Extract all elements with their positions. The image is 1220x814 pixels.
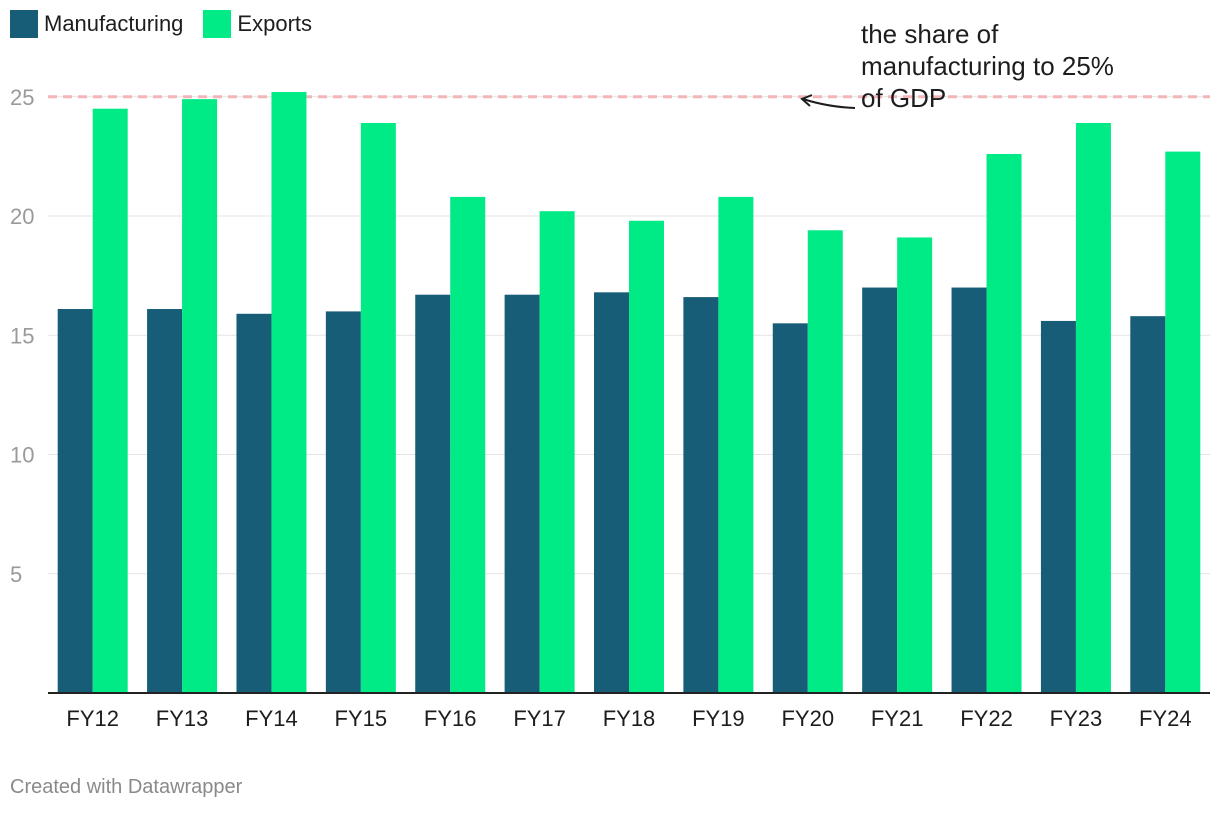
bar-manufacturing [415, 294, 451, 693]
bar-manufacturing [772, 323, 808, 693]
legend-item-exports: Exports [203, 10, 312, 38]
x-tick-label: FY13 [156, 706, 209, 731]
annotation-text: the share of manufacturing to 25% of GDP [861, 19, 1114, 113]
legend: Manufacturing Exports [10, 10, 312, 38]
x-tick-label: FY22 [960, 706, 1013, 731]
legend-label-exports: Exports [237, 11, 313, 36]
bar-manufacturing [1130, 316, 1166, 693]
y-tick-label: 25 [10, 85, 34, 110]
bar-manufacturing [683, 297, 719, 693]
legend-item-manufacturing: Manufacturing [10, 10, 183, 38]
y-tick-label: 10 [10, 443, 34, 468]
x-tick-label: FY24 [1139, 706, 1192, 731]
x-tick-label: FY18 [603, 706, 656, 731]
bar-manufacturing [147, 309, 183, 693]
bar-manufacturing [325, 311, 361, 693]
x-tick-label: FY12 [66, 706, 119, 731]
x-tick-label: FY21 [871, 706, 924, 731]
x-tick-label: FY19 [692, 706, 745, 731]
x-tick-label: FY20 [781, 706, 834, 731]
x-tick-label: FY15 [335, 706, 388, 731]
x-tick-label: FY16 [424, 706, 477, 731]
bar-exports [807, 230, 843, 693]
bar-exports [92, 108, 128, 694]
bar-exports [539, 211, 575, 694]
bar-manufacturing [236, 313, 272, 693]
bar-exports [986, 153, 1022, 694]
x-tick-label: FY17 [513, 706, 566, 731]
footer-credit: Created with Datawrapper [10, 776, 243, 798]
legend-swatch-manufacturing [10, 10, 38, 38]
y-tick-label: 15 [10, 323, 34, 348]
annotation-arrowhead [800, 94, 813, 107]
y-tick-label: 20 [10, 204, 34, 229]
bar-exports [1075, 122, 1111, 694]
annotation-line: the share of [861, 19, 999, 49]
x-tick-label: FY23 [1050, 706, 1103, 731]
bar-exports [182, 99, 218, 693]
bar-exports [360, 122, 396, 694]
legend-label-manufacturing: Manufacturing [44, 11, 184, 36]
bar-manufacturing [951, 287, 987, 693]
annotation-line: of GDP [861, 83, 946, 113]
bar-manufacturing [862, 287, 898, 693]
bar-manufacturing [594, 292, 629, 693]
bar-manufacturing [1040, 320, 1076, 693]
bar-exports [271, 91, 307, 694]
y-tick-label: 5 [10, 562, 22, 587]
bar-exports [629, 220, 664, 693]
bar-exports [718, 196, 754, 694]
bar-exports [450, 196, 486, 694]
bar-exports [1165, 151, 1201, 694]
bar-exports [897, 237, 933, 693]
annotation-line: manufacturing to 25% [861, 51, 1114, 81]
bar-manufacturing [504, 294, 540, 693]
x-tick-label: FY14 [245, 706, 298, 731]
bar-manufacturing [57, 309, 93, 693]
legend-swatch-exports [203, 10, 232, 38]
annotation-arrow [802, 98, 856, 109]
